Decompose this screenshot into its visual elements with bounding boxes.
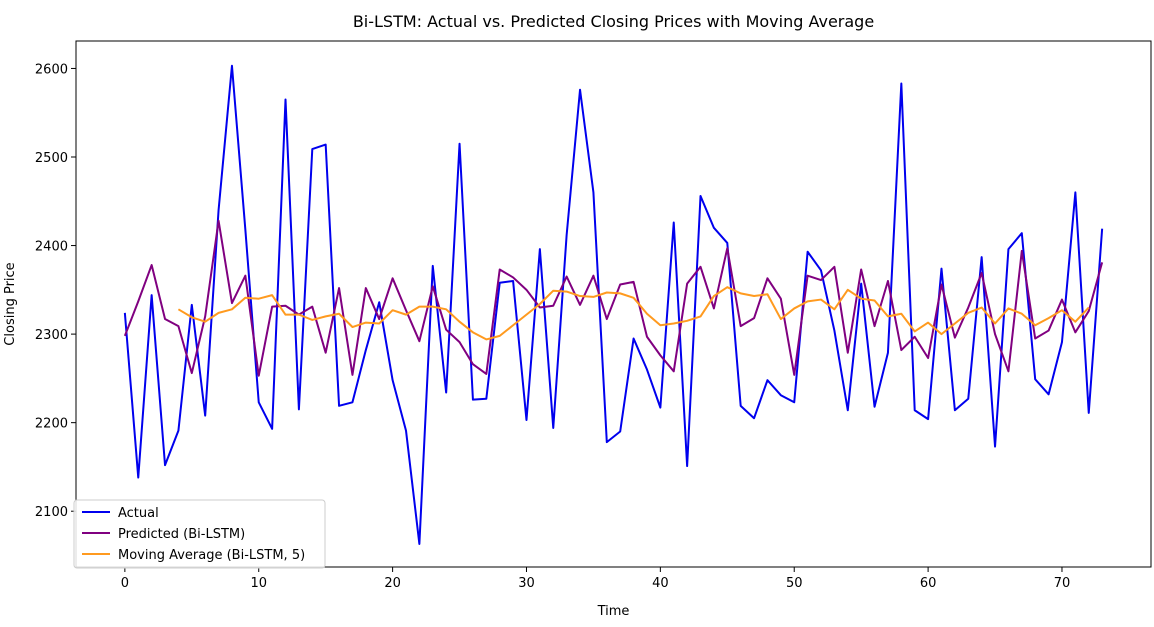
y-tick-label: 2400 <box>35 240 68 255</box>
x-tick-label: 70 <box>1054 576 1071 591</box>
x-axis: 0 10 20 30 40 50 60 70 <box>121 567 1071 591</box>
y-axis-label: Closing Price <box>3 262 18 345</box>
axes-frame <box>75 40 1152 568</box>
y-axis: 2100 2200 2300 2400 2500 2600 <box>35 62 76 520</box>
x-tick-label: 60 <box>920 576 937 591</box>
x-tick-label: 40 <box>652 576 669 591</box>
series-line-3 <box>177 286 1090 341</box>
plot-area <box>123 64 1104 545</box>
series-line-2 <box>123 219 1104 377</box>
y-tick-label: 2600 <box>35 62 68 77</box>
x-tick-label: 50 <box>786 576 803 591</box>
x-tick-label: 20 <box>384 576 401 591</box>
legend-label: Actual <box>118 506 159 521</box>
legend-label: Moving Average (Bi-LSTM, 5) <box>118 548 305 563</box>
legend-label: Predicted (Bi-LSTM) <box>118 527 245 542</box>
y-tick-label: 2100 <box>35 505 68 520</box>
legend-box <box>73 499 326 569</box>
y-tick-label: 2300 <box>35 328 68 343</box>
y-tick-label: 2200 <box>35 417 68 432</box>
legend: Actual Predicted (Bi-LSTM) Moving Average … <box>73 499 326 569</box>
x-tick-label: 0 <box>121 576 129 591</box>
x-axis-label: Time <box>597 604 630 619</box>
chart-title: Bi-LSTM: Actual vs. Predicted Closing Pr… <box>353 12 874 31</box>
x-tick-label: 30 <box>518 576 535 591</box>
y-tick-label: 2500 <box>35 151 68 166</box>
x-tick-label: 10 <box>250 576 267 591</box>
